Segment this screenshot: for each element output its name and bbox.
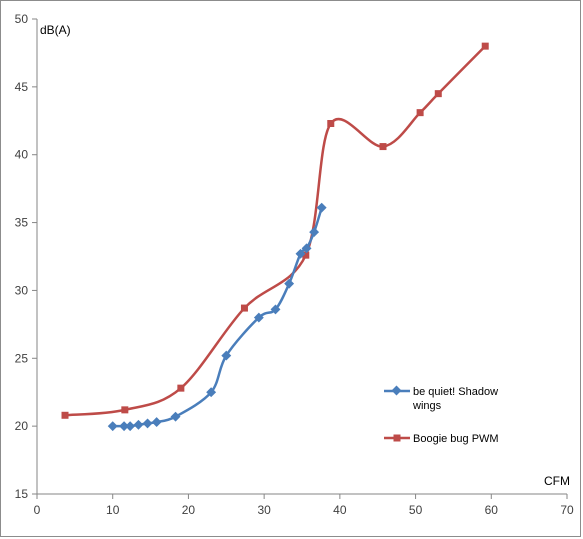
data-point bbox=[151, 417, 162, 428]
legend-label-series-1-line-1: be quiet! Shadow bbox=[413, 386, 498, 398]
x-tick-label: 20 bbox=[182, 503, 196, 517]
legend-label-series-1: be quiet! Shadow wings bbox=[412, 386, 501, 412]
series-line bbox=[112, 207, 323, 428]
series-group bbox=[61, 42, 489, 432]
data-point bbox=[327, 120, 335, 127]
data-point bbox=[481, 42, 489, 50]
legend-label-series-2: Boogie bug PWM bbox=[413, 433, 499, 445]
x-tick-label: 50 bbox=[409, 503, 423, 517]
series-2 bbox=[61, 42, 489, 419]
data-point bbox=[302, 251, 310, 259]
y-tick-label: 50 bbox=[15, 12, 29, 26]
data-point bbox=[416, 109, 424, 117]
legend: be quiet! Shadow wings Boogie bug PWM bbox=[384, 385, 501, 445]
data-point bbox=[309, 227, 320, 238]
y-tick-label: 30 bbox=[15, 283, 29, 297]
data-point bbox=[253, 312, 264, 323]
x-axis-label: CFM bbox=[544, 474, 570, 488]
legend-label-series-1-line-2: wings bbox=[412, 400, 442, 412]
legend-item-series-2: Boogie bug PWM bbox=[384, 433, 499, 445]
y-tick-label: 45 bbox=[15, 80, 29, 94]
data-point bbox=[379, 143, 387, 151]
x-tick-label: 60 bbox=[485, 503, 499, 517]
data-point bbox=[107, 421, 118, 432]
x-tick-label: 40 bbox=[333, 503, 347, 517]
data-point bbox=[316, 202, 327, 213]
data-point bbox=[301, 243, 312, 254]
x-tick-label: 0 bbox=[34, 503, 41, 517]
x-tick-label: 70 bbox=[560, 503, 574, 517]
y-tick-label: 20 bbox=[15, 419, 29, 433]
y-axis-label: dB(A) bbox=[40, 23, 71, 37]
data-point bbox=[240, 304, 248, 312]
y-tick-labels: 15 20 25 30 35 40 45 50 bbox=[15, 12, 29, 501]
x-tick-label: 30 bbox=[257, 503, 271, 517]
data-point bbox=[121, 406, 129, 414]
x-tick-label: 10 bbox=[106, 503, 120, 517]
data-point bbox=[270, 304, 281, 315]
data-point bbox=[284, 278, 295, 289]
data-point bbox=[206, 387, 217, 398]
y-tick-label: 35 bbox=[15, 216, 29, 230]
data-point bbox=[177, 384, 185, 392]
y-tick-label: 25 bbox=[15, 351, 29, 365]
data-point bbox=[142, 418, 153, 429]
series-line bbox=[64, 45, 487, 417]
axes bbox=[32, 18, 568, 499]
data-point bbox=[125, 421, 136, 432]
y-tick-label: 15 bbox=[15, 487, 29, 501]
legend-marker-series-2 bbox=[393, 434, 401, 442]
legend-item-series-1: be quiet! Shadow wings bbox=[384, 385, 501, 412]
data-point bbox=[434, 90, 442, 98]
x-tick-labels: 0 10 20 30 40 50 60 70 bbox=[34, 503, 574, 517]
data-point bbox=[61, 411, 69, 419]
data-point bbox=[221, 350, 232, 361]
data-point bbox=[133, 419, 144, 430]
series-1 bbox=[107, 202, 327, 432]
legend-marker-series-1 bbox=[391, 385, 402, 396]
y-tick-label: 40 bbox=[15, 148, 29, 162]
data-point bbox=[170, 411, 181, 422]
